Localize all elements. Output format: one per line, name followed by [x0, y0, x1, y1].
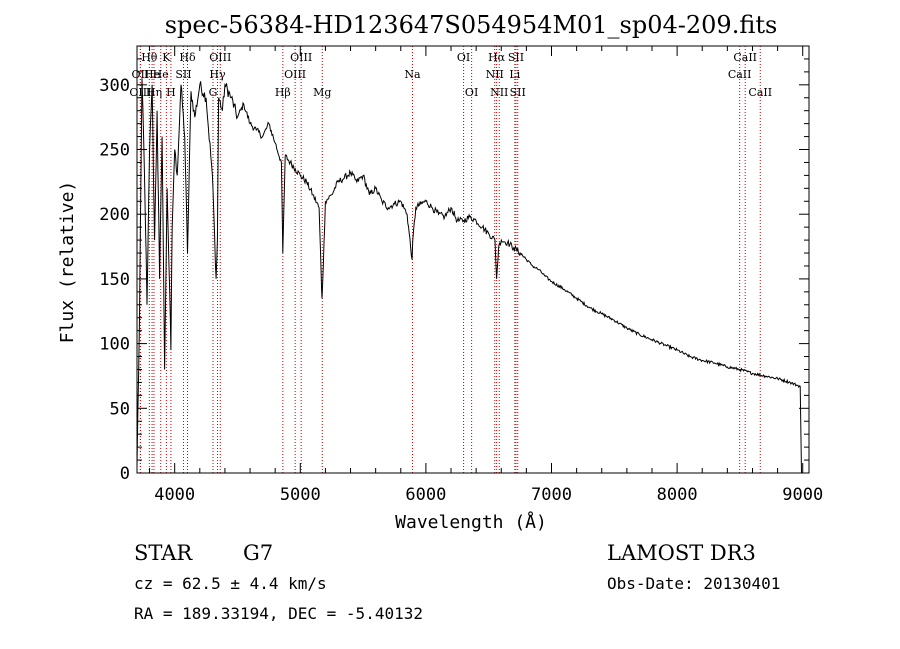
- line-marker-label-18: OI: [457, 51, 470, 64]
- line-marker-label-23: SII: [508, 51, 524, 64]
- line-marker-label-22: NII: [490, 86, 508, 99]
- line-marker-label-15: Hβ: [275, 86, 291, 99]
- line-marker-label-4: Hη: [146, 86, 162, 99]
- line-marker-label-24: Li: [509, 68, 520, 81]
- subclass-label: G7: [243, 541, 273, 565]
- line-marker-label-8: Hδ: [179, 51, 196, 64]
- x-tick-label-5: 9000: [782, 485, 823, 505]
- x-axis: 4000 5000 6000 7000 8000 9000: [150, 46, 824, 505]
- x-tick-label-1: 5000: [280, 485, 321, 505]
- y-tick-label-4: 200: [99, 205, 130, 225]
- line-markers: [140, 46, 760, 473]
- line-marker-label-9: SII: [175, 68, 191, 81]
- redshift-text: cz = 62.5 ± 4.4 km/s: [134, 574, 327, 593]
- spectrum-line: [137, 78, 802, 473]
- line-marker-label-11: Hγ: [209, 68, 226, 81]
- obs-date-text: Obs-Date: 20130401: [607, 574, 780, 593]
- line-marker-label-16: Mg: [313, 86, 331, 99]
- y-tick-label-2: 100: [99, 335, 130, 355]
- line-marker-label-12: G: [209, 86, 218, 99]
- class-label: STAR: [134, 541, 193, 565]
- line-marker-label-17: Na: [404, 68, 421, 81]
- line-marker-label-5: K: [162, 51, 171, 64]
- line-marker-label-21: NII: [486, 68, 504, 81]
- line-marker-label-0: Hθ: [141, 51, 158, 64]
- line-marker-label-10: OIII: [209, 51, 231, 64]
- y-tick-label-0: 0: [120, 464, 130, 484]
- line-marker-label-28: CaII: [748, 86, 772, 99]
- spectrum-chart: spec-56384-HD123647S054954M01_sp04-209.f…: [0, 0, 900, 649]
- y-tick-label-6: 300: [99, 76, 130, 96]
- survey-label: LAMOST DR3: [607, 541, 756, 565]
- line-marker-label-13: OIII: [290, 51, 312, 64]
- line-marker-label-14: OIII: [284, 68, 306, 81]
- line-marker-label-19: OI: [465, 86, 478, 99]
- line-marker-label-26: CaII: [733, 51, 757, 64]
- line-marker-label-7: H: [166, 86, 176, 99]
- line-marker-label-6: He: [153, 68, 169, 81]
- line-marker-label-27: CaII: [728, 68, 752, 81]
- line-marker-label-25: SII: [510, 86, 526, 99]
- x-tick-label-4: 8000: [657, 485, 698, 505]
- chart-title: spec-56384-HD123647S054954M01_sp04-209.f…: [165, 11, 778, 39]
- y-axis-label: Flux (relative): [57, 181, 78, 344]
- x-tick-label-3: 7000: [531, 485, 572, 505]
- plot-frame: [137, 46, 809, 473]
- x-tick-label-0: 4000: [154, 485, 195, 505]
- y-tick-label-3: 150: [99, 270, 130, 290]
- y-tick-label-5: 250: [99, 141, 130, 161]
- coordinates-text: RA = 189.33194, DEC = -5.40132: [134, 604, 423, 623]
- x-tick-label-2: 6000: [405, 485, 446, 505]
- y-axis: 0 50 100 150 200 250 300: [99, 59, 809, 484]
- line-marker-label-20: Hα: [488, 51, 506, 64]
- y-tick-label-1: 50: [110, 399, 130, 419]
- x-axis-label: Wavelength (Å): [395, 511, 547, 533]
